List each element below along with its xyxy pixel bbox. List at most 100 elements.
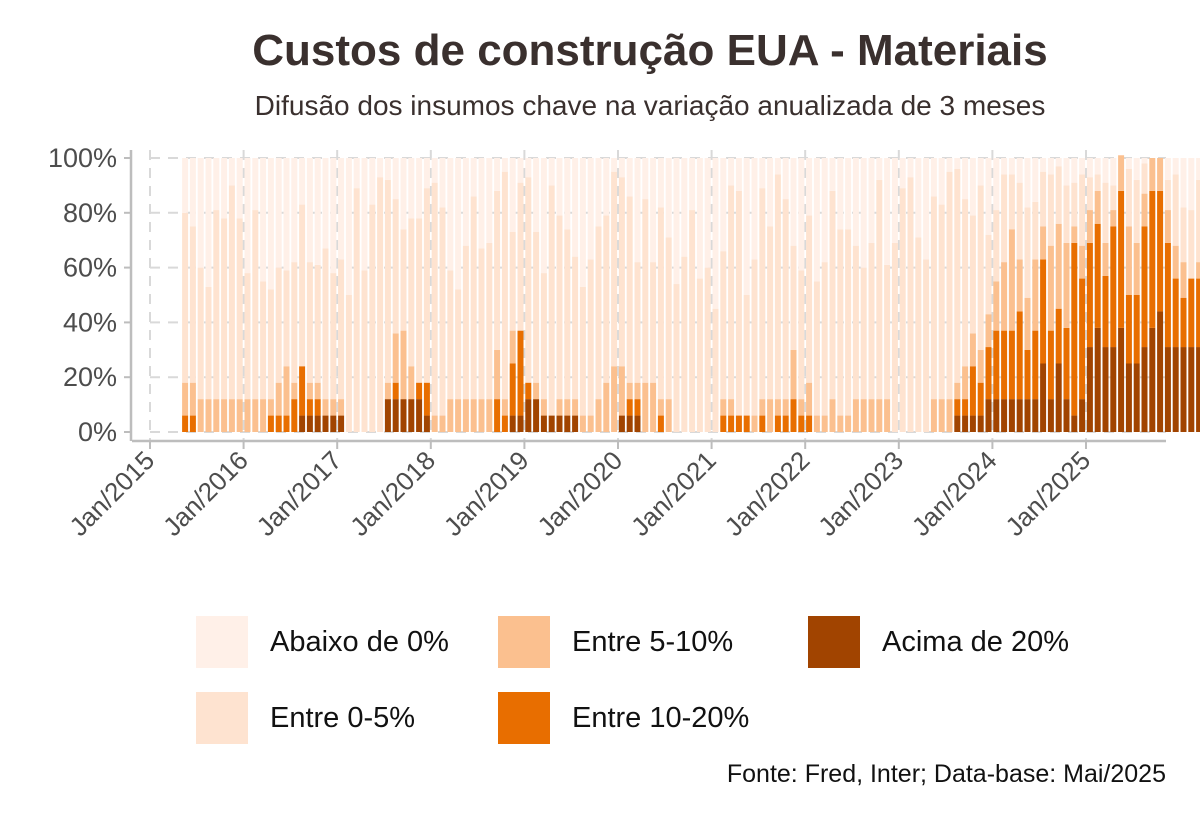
bar-entre-0-5 xyxy=(923,259,930,432)
bar-entre-0-5 xyxy=(798,270,805,400)
bar-acima-20 xyxy=(384,399,391,432)
bar-abaixo-0 xyxy=(572,158,579,257)
bar-entre-5-10 xyxy=(790,349,797,400)
bar-entre-5-10 xyxy=(275,382,282,416)
bar-entre-5-10 xyxy=(478,399,485,432)
bar-abaixo-0 xyxy=(1001,158,1008,175)
bar-entre-10-20 xyxy=(525,382,532,400)
bar-entre-5-10 xyxy=(564,399,571,416)
bar-acima-20 xyxy=(400,399,407,432)
bar-entre-0-5 xyxy=(189,226,196,383)
bar-entre-5-10 xyxy=(439,415,446,432)
bar-acima-20 xyxy=(954,415,961,432)
axes xyxy=(129,150,1166,443)
bar-acima-20 xyxy=(1063,399,1070,432)
bar-entre-0-5 xyxy=(993,210,1000,282)
bar-abaixo-0 xyxy=(720,158,727,252)
bar-abaixo-0 xyxy=(954,158,961,169)
bar-entre-10-20 xyxy=(806,415,813,432)
bar-abaixo-0 xyxy=(439,158,446,208)
bar-entre-10-20 xyxy=(423,382,430,416)
bar-acima-20 xyxy=(564,415,571,432)
bar-entre-10-20 xyxy=(1079,278,1086,400)
bar-entre-0-5 xyxy=(260,281,267,400)
x-tick-label: Jan/2024 xyxy=(906,445,1003,542)
bar-entre-5-10 xyxy=(813,415,820,432)
bar-entre-0-5 xyxy=(1008,174,1015,230)
bar-abaixo-0 xyxy=(1188,158,1195,211)
bar-entre-5-10 xyxy=(462,399,469,432)
bar-entre-0-5 xyxy=(915,237,922,432)
bar-entre-0-5 xyxy=(962,199,969,367)
bar-abaixo-0 xyxy=(891,158,898,243)
bar-entre-5-10 xyxy=(283,366,290,416)
bar-entre-0-5 xyxy=(205,286,212,400)
bar-entre-0-5 xyxy=(252,210,259,400)
bar-abaixo-0 xyxy=(1047,158,1054,175)
bar-abaixo-0 xyxy=(1172,158,1179,175)
bar-abaixo-0 xyxy=(1040,158,1047,172)
bar-entre-5-10 xyxy=(252,399,259,432)
bar-entre-5-10 xyxy=(868,399,875,432)
bar-entre-10-20 xyxy=(189,415,196,432)
bar-entre-0-5 xyxy=(1141,163,1148,194)
bar-abaixo-0 xyxy=(618,158,625,178)
bar-acima-20 xyxy=(299,415,306,432)
x-tick-label: Jan/2021 xyxy=(625,445,722,542)
bar-acima-20 xyxy=(1172,347,1179,432)
bar-abaixo-0 xyxy=(182,158,189,213)
bar-entre-0-5 xyxy=(681,256,688,432)
bar-abaixo-0 xyxy=(540,158,547,274)
bar-entre-5-10 xyxy=(720,399,727,416)
bar-entre-0-5 xyxy=(618,177,625,367)
bar-entre-0-5 xyxy=(1180,207,1187,263)
legend-swatch xyxy=(196,692,248,744)
bar-abaixo-0 xyxy=(962,158,969,200)
legend-item-entre-0-5: Entre 0-5% xyxy=(196,692,415,744)
bar-acima-20 xyxy=(1047,399,1054,432)
bar-entre-0-5 xyxy=(1079,174,1086,246)
legend: Abaixo de 0% Entre 0-5% Entre 5-10% Entr… xyxy=(196,616,1156,756)
bar-abaixo-0 xyxy=(923,158,930,260)
bar-acima-20 xyxy=(985,399,992,432)
legend-item-acima-20: Acima de 20% xyxy=(808,616,1069,668)
bar-abaixo-0 xyxy=(743,158,750,295)
bar-entre-0-5 xyxy=(338,259,345,400)
bar-entre-0-5 xyxy=(1040,171,1047,227)
bar-abaixo-0 xyxy=(938,158,945,205)
bar-abaixo-0 xyxy=(728,158,735,186)
bar-acima-20 xyxy=(634,415,641,432)
bar-abaixo-0 xyxy=(416,158,423,219)
bar-abaixo-0 xyxy=(899,158,906,189)
bar-entre-0-5 xyxy=(431,182,438,416)
bar-acima-20 xyxy=(306,415,313,432)
bar-entre-0-5 xyxy=(1164,179,1171,211)
bar-entre-0-5 xyxy=(361,270,368,432)
bar-entre-5-10 xyxy=(486,399,493,432)
bar-entre-0-5 xyxy=(899,188,906,432)
bar-entre-0-5 xyxy=(891,242,898,432)
bar-entre-5-10 xyxy=(244,399,251,432)
bar-entre-10-20 xyxy=(1180,297,1187,348)
bar-entre-5-10 xyxy=(1102,242,1109,276)
bar-entre-0-5 xyxy=(494,190,501,350)
bar-entre-0-5 xyxy=(369,204,376,432)
bar-acima-20 xyxy=(540,415,547,432)
bar-entre-5-10 xyxy=(774,399,781,416)
bar-entre-0-5 xyxy=(1133,179,1140,243)
bar-entre-0-5 xyxy=(634,262,641,383)
bar-entre-10-20 xyxy=(1016,311,1023,400)
bar-acima-20 xyxy=(993,399,1000,432)
bar-entre-10-20 xyxy=(1047,330,1054,400)
bar-entre-5-10 xyxy=(228,399,235,432)
bar-entre-10-20 xyxy=(993,330,1000,400)
bar-entre-5-10 xyxy=(884,399,891,432)
bar-entre-10-20 xyxy=(985,347,992,400)
bar-abaixo-0 xyxy=(829,158,836,191)
bar-abaixo-0 xyxy=(845,158,852,230)
bar-entre-0-5 xyxy=(322,248,329,400)
bar-entre-0-5 xyxy=(283,270,290,367)
bar-abaixo-0 xyxy=(1024,158,1031,208)
bar-entre-10-20 xyxy=(798,415,805,432)
bar-abaixo-0 xyxy=(314,158,321,265)
